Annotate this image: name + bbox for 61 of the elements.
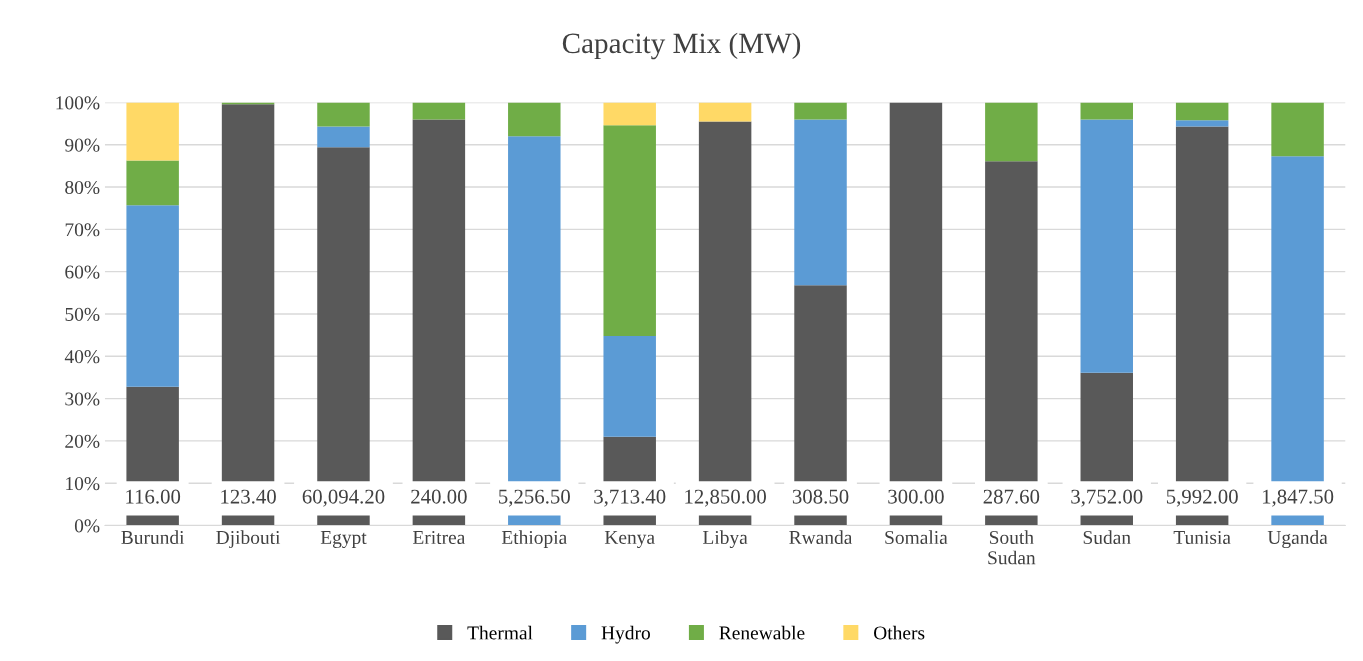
y-tick-label: 80% xyxy=(65,180,100,195)
bar xyxy=(985,102,1038,162)
annotation: 5,256.50 xyxy=(499,489,570,507)
x-tick-label: Djibouti xyxy=(216,530,281,548)
annotation: 300.00 xyxy=(888,489,944,504)
bar xyxy=(1271,102,1324,157)
annotation: 5,992.00 xyxy=(1166,489,1238,507)
x-tick-label: Somalia xyxy=(885,530,948,545)
annotation: 116.00 xyxy=(126,489,181,504)
x-tick-label: Egypt xyxy=(320,531,367,548)
y-tick-label: 0% xyxy=(74,519,100,533)
x-tick-label: Sudan xyxy=(1083,530,1131,545)
bar xyxy=(603,102,656,126)
annotation: 240.00 xyxy=(411,489,467,504)
annotation: 60,094.20 xyxy=(302,489,385,507)
x-tick-label: Ethiopia xyxy=(501,530,567,548)
y-tick-label: 70% xyxy=(65,223,100,237)
x-tick-label: Eritrea xyxy=(413,530,466,545)
annotation: 3,713.40 xyxy=(594,489,666,507)
bar xyxy=(1175,120,1229,127)
y-tick-label: 10% xyxy=(66,477,100,491)
x-tick-label: South Sudan xyxy=(988,530,1036,565)
bar xyxy=(508,102,561,137)
bar xyxy=(412,102,466,120)
annotation: 12,850.00 xyxy=(685,489,766,507)
bar xyxy=(794,119,847,286)
bar xyxy=(126,102,179,161)
x-tick-label: Libya xyxy=(703,530,748,549)
annotation: 123.40 xyxy=(221,489,276,504)
bar xyxy=(603,125,656,336)
y-tick-label: 20% xyxy=(65,434,100,448)
y-tick-label: 100% xyxy=(56,96,100,110)
legend-label: Thermal xyxy=(467,625,533,640)
legend-label: Renewable xyxy=(719,625,805,640)
bar xyxy=(603,335,656,437)
annotation: 287.60 xyxy=(983,489,1040,504)
x-tick-label: Uganda xyxy=(1267,530,1328,549)
y-tick-label: 50% xyxy=(65,307,100,321)
bar xyxy=(126,205,179,387)
chart-title: Capacity Mix (MW) xyxy=(562,32,801,60)
legend-label: Hydro xyxy=(601,625,650,644)
bar xyxy=(1080,119,1133,373)
bar xyxy=(698,102,752,122)
bar xyxy=(126,160,179,206)
annotation: 308.50 xyxy=(792,489,849,504)
bar xyxy=(1080,102,1133,120)
x-tick-label: Tunisia xyxy=(1173,530,1231,545)
bar xyxy=(1175,102,1229,121)
bar xyxy=(317,102,370,127)
x-tick-label: Burundi xyxy=(121,530,185,545)
y-tick-label: 60% xyxy=(65,265,100,279)
y-tick-label: 30% xyxy=(65,392,100,406)
annotation: 1,847.50 xyxy=(1262,489,1334,507)
x-tick-label: Kenya xyxy=(604,531,655,548)
y-tick-label: 40% xyxy=(64,350,100,364)
bar xyxy=(794,102,847,120)
annotation: 3,752.00 xyxy=(1071,489,1143,507)
legend-label: Others xyxy=(874,625,925,640)
y-tick-label: 90% xyxy=(65,138,100,152)
bar xyxy=(317,126,370,148)
x-tick-label: Rwanda xyxy=(789,530,853,545)
